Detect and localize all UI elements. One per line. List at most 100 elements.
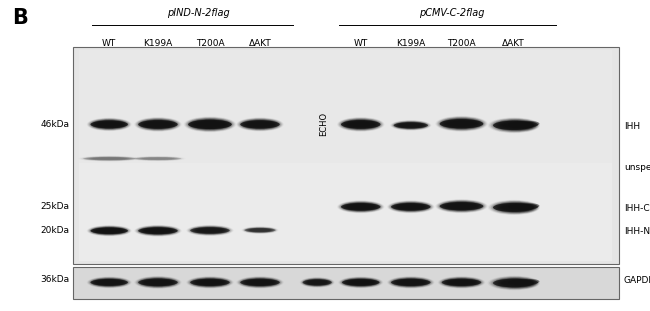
Ellipse shape <box>144 229 172 233</box>
Ellipse shape <box>443 119 480 128</box>
Ellipse shape <box>396 204 425 210</box>
Ellipse shape <box>437 117 486 131</box>
Ellipse shape <box>188 120 232 129</box>
Ellipse shape <box>136 118 179 131</box>
Bar <box>73 47 619 264</box>
Ellipse shape <box>142 279 174 286</box>
Ellipse shape <box>138 157 177 160</box>
Ellipse shape <box>142 279 174 285</box>
Ellipse shape <box>97 122 122 127</box>
Ellipse shape <box>187 225 233 236</box>
Ellipse shape <box>442 202 481 211</box>
Ellipse shape <box>495 120 536 131</box>
Ellipse shape <box>136 157 180 160</box>
Ellipse shape <box>395 204 426 210</box>
Ellipse shape <box>303 279 332 285</box>
Ellipse shape <box>239 119 281 130</box>
Text: ΔAKT: ΔAKT <box>502 39 525 48</box>
Ellipse shape <box>191 278 229 287</box>
Ellipse shape <box>301 278 333 287</box>
Ellipse shape <box>493 203 534 212</box>
Ellipse shape <box>508 279 538 285</box>
Ellipse shape <box>144 122 172 127</box>
Ellipse shape <box>135 276 181 288</box>
Ellipse shape <box>194 279 226 286</box>
Ellipse shape <box>135 225 181 236</box>
Ellipse shape <box>391 279 430 286</box>
Ellipse shape <box>138 279 177 286</box>
Ellipse shape <box>306 280 328 285</box>
Text: pIND-N-2flag: pIND-N-2flag <box>167 8 229 18</box>
Ellipse shape <box>240 279 280 286</box>
Text: ΔAKT: ΔAKT <box>248 39 272 48</box>
Ellipse shape <box>508 204 538 210</box>
Ellipse shape <box>307 280 328 285</box>
Ellipse shape <box>439 202 484 210</box>
Ellipse shape <box>136 225 179 236</box>
Text: WT: WT <box>102 39 116 48</box>
Ellipse shape <box>244 120 276 128</box>
Ellipse shape <box>137 118 179 130</box>
Ellipse shape <box>92 227 126 234</box>
Ellipse shape <box>194 228 226 233</box>
Ellipse shape <box>96 121 123 128</box>
Ellipse shape <box>88 118 131 131</box>
Ellipse shape <box>190 279 229 286</box>
Ellipse shape <box>338 201 384 213</box>
Ellipse shape <box>389 277 432 288</box>
Ellipse shape <box>247 228 273 232</box>
Ellipse shape <box>499 204 534 211</box>
Ellipse shape <box>244 227 276 233</box>
Ellipse shape <box>94 279 125 286</box>
Ellipse shape <box>348 280 374 285</box>
Ellipse shape <box>495 278 536 288</box>
Ellipse shape <box>138 119 177 130</box>
Ellipse shape <box>139 278 176 287</box>
Ellipse shape <box>443 202 480 210</box>
Ellipse shape <box>495 202 536 213</box>
Ellipse shape <box>246 121 274 128</box>
Text: 25kDa: 25kDa <box>40 202 70 211</box>
Ellipse shape <box>90 119 127 129</box>
Ellipse shape <box>189 226 231 235</box>
Ellipse shape <box>442 119 481 129</box>
Ellipse shape <box>191 227 229 234</box>
Ellipse shape <box>144 121 172 128</box>
Ellipse shape <box>391 120 430 130</box>
Ellipse shape <box>90 279 128 286</box>
Ellipse shape <box>492 201 538 214</box>
Text: IHH-C: IHH-C <box>624 204 649 213</box>
Ellipse shape <box>90 278 127 287</box>
Ellipse shape <box>499 279 534 287</box>
Ellipse shape <box>346 279 376 285</box>
Ellipse shape <box>190 227 229 234</box>
Ellipse shape <box>92 120 126 129</box>
Ellipse shape <box>394 122 428 128</box>
Ellipse shape <box>242 120 278 129</box>
Ellipse shape <box>246 280 274 285</box>
Ellipse shape <box>501 122 533 129</box>
Ellipse shape <box>398 123 423 128</box>
Ellipse shape <box>305 279 330 285</box>
Ellipse shape <box>343 203 378 211</box>
Ellipse shape <box>187 276 233 288</box>
Ellipse shape <box>339 201 382 212</box>
Ellipse shape <box>442 279 481 286</box>
Ellipse shape <box>441 201 482 211</box>
Ellipse shape <box>346 204 375 210</box>
Ellipse shape <box>304 279 330 286</box>
Ellipse shape <box>144 280 172 285</box>
Ellipse shape <box>190 119 231 130</box>
Ellipse shape <box>341 202 380 212</box>
Ellipse shape <box>523 121 540 126</box>
Ellipse shape <box>90 157 128 160</box>
Ellipse shape <box>501 280 533 286</box>
Ellipse shape <box>96 280 123 285</box>
Ellipse shape <box>242 279 278 286</box>
Ellipse shape <box>142 121 174 128</box>
Ellipse shape <box>244 279 276 286</box>
Ellipse shape <box>341 119 380 130</box>
Ellipse shape <box>95 279 124 285</box>
Ellipse shape <box>248 228 272 232</box>
Ellipse shape <box>392 121 430 130</box>
